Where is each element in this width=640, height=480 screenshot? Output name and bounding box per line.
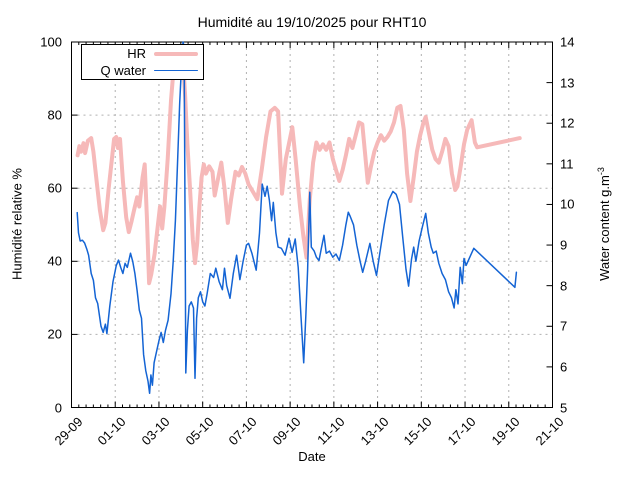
y-right-tick-label: 5	[560, 400, 568, 415]
y-right-tick-label: 9	[560, 237, 568, 253]
hr-series-line	[75, 49, 522, 286]
legend-entry-qwater: Q water	[82, 63, 203, 79]
qwater-series-line	[76, 41, 518, 395]
y-left-tick-label: 0	[54, 400, 62, 415]
qwater-line-swatch	[154, 69, 198, 72]
y-left-tick-label: 100	[40, 34, 62, 50]
chart-title: Humidité au 19/10/2025 pour RHT10	[197, 14, 427, 30]
y-right-tick-label: 10	[560, 196, 575, 212]
y-axis-label-right: Water content g.m-3	[596, 167, 612, 281]
y-left-tick-label: 20	[47, 326, 62, 342]
y-right-tick-label: 8	[560, 278, 568, 294]
x-axis-label: Date	[298, 449, 326, 464]
y-axis-label-right-sup: -3	[595, 167, 606, 176]
legend-label-hr: HR	[127, 45, 146, 61]
y-right-tick-label: 12	[560, 115, 575, 131]
y-right-tick-label: 13	[560, 75, 575, 91]
hr-line-swatch	[154, 51, 198, 56]
legend: HR Q water	[81, 44, 204, 80]
y-right-tick-label: 14	[560, 34, 575, 50]
legend-label-qwater: Q water	[100, 62, 146, 78]
y-left-tick-label: 60	[47, 180, 62, 196]
y-right-tick-label: 6	[560, 359, 568, 375]
y-right-tick-label: 7	[560, 318, 568, 334]
y-right-tick-label: 11	[560, 156, 574, 172]
y-left-tick-label: 80	[47, 107, 62, 123]
y-axis-label-right-main: Water content g.m	[597, 175, 613, 281]
legend-entry-hr: HR	[82, 46, 203, 62]
y-left-tick-label: 40	[47, 253, 62, 269]
